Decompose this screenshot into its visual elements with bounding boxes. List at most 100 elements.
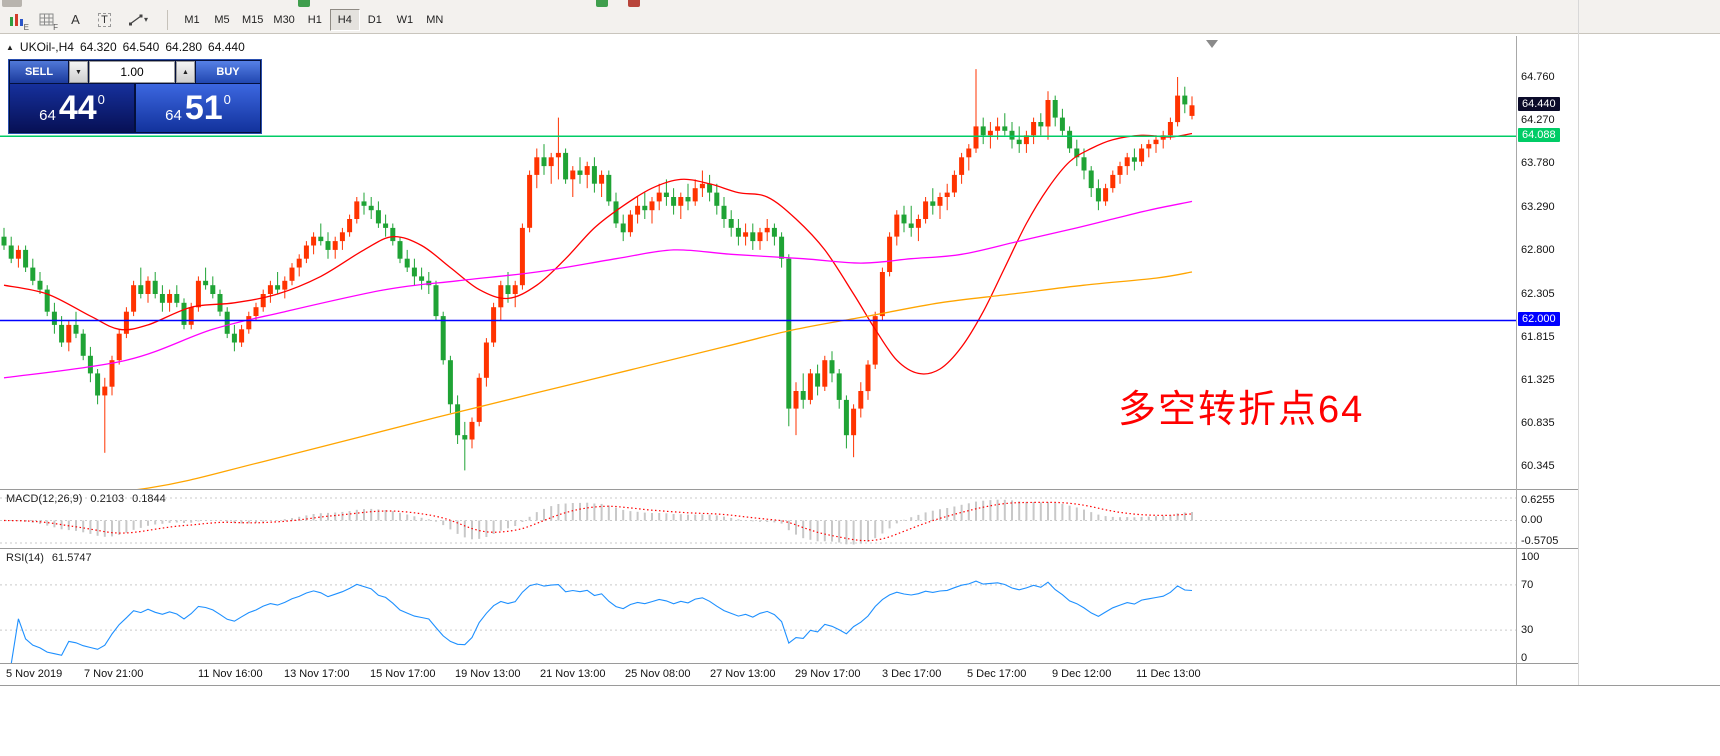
candle-body <box>483 342 489 378</box>
macd-signal-line <box>3 501 1193 542</box>
candle-body <box>527 174 533 228</box>
price-axis-label: 61.325 <box>1521 374 1555 386</box>
buy-button[interactable]: BUY <box>196 61 260 83</box>
tf-button-M1[interactable]: M1 <box>184 13 200 26</box>
tf-button-H4[interactable]: H4 <box>329 8 360 31</box>
candle-body <box>1167 122 1173 136</box>
candle-body <box>620 223 626 233</box>
bottom-divider <box>0 685 1720 687</box>
chevron-down-icon: ▾ <box>143 15 148 24</box>
rsi-line <box>10 580 1193 665</box>
tf-button-M15[interactable]: M15 <box>242 13 264 26</box>
candle-body <box>1074 148 1080 158</box>
ma-line-fast <box>3 132 1193 375</box>
candle-body <box>1059 117 1065 131</box>
candle-body <box>721 205 727 219</box>
candle-body <box>743 232 749 237</box>
text-tool-button[interactable]: T <box>91 8 118 31</box>
candle-body <box>73 324 79 334</box>
candle-body <box>339 232 345 242</box>
grid-icon <box>39 13 53 25</box>
volume-increase-button[interactable]: ▲ <box>176 61 195 83</box>
candle-body <box>908 223 914 228</box>
ma-line-slow <box>128 271 1193 490</box>
volume-input[interactable] <box>89 61 175 83</box>
time-axis-label: 11 Dec 13:00 <box>1136 668 1201 680</box>
price-axis-label: 61.815 <box>1521 331 1555 343</box>
panel-separator-macd[interactable] <box>0 489 1578 491</box>
candle-body <box>239 329 245 343</box>
candle-body <box>188 307 194 325</box>
candle-body <box>750 232 756 242</box>
candle-body <box>642 205 648 211</box>
toolbar-fragment <box>298 0 310 7</box>
cursor-tool-button[interactable]: A <box>62 8 89 31</box>
candle-body <box>779 236 785 259</box>
trade-panel-toggle[interactable]: ▲ <box>6 42 14 52</box>
tf-button-D1[interactable]: D1 <box>367 13 382 26</box>
sell-price-button[interactable]: 64 44 0 <box>10 84 134 132</box>
candle-body <box>1110 174 1116 189</box>
time-axis-label: 21 Nov 13:00 <box>540 668 606 680</box>
candle-body <box>735 227 741 237</box>
candle-body <box>1031 122 1037 136</box>
price-axis-label: 62.800 <box>1521 244 1555 256</box>
one-click-trade-panel: SELL ▼ ▲ BUY 64 44 0 64 51 0 <box>8 59 262 134</box>
tf-button-H1[interactable]: H1 <box>307 13 322 26</box>
candle-body <box>318 236 324 242</box>
price-axis-label: 62.305 <box>1521 288 1555 300</box>
indicators-button[interactable]: E <box>4 8 31 32</box>
buy-price-head: 64 <box>165 106 182 124</box>
draw-tool-button[interactable]: ▾ <box>120 8 156 31</box>
candle-body <box>397 241 403 259</box>
candle-body <box>332 241 338 250</box>
candle-body <box>563 152 569 180</box>
candle-body <box>807 373 813 400</box>
grid-button[interactable]: F <box>33 8 60 32</box>
timeframe-buttons: M1 M5 M15 M30 H1 H4 D1 W1 MN <box>177 8 450 31</box>
text-tool-icon: T <box>98 12 111 27</box>
rsi-name: RSI(14) <box>6 552 44 564</box>
candle-body <box>685 197 691 202</box>
candle-body <box>858 391 864 409</box>
candle-body <box>1189 105 1195 116</box>
time-axis[interactable]: 5 Nov 2019 7 Nov 21:00 11 Nov 16:00 13 Nov … <box>0 665 1516 685</box>
price-axis-label: 64.760 <box>1521 71 1555 83</box>
candle-body <box>116 333 122 361</box>
volume-down-icon: ▼ <box>75 68 82 76</box>
candle-body <box>995 126 1001 131</box>
candle-body <box>519 227 525 286</box>
candle-body <box>109 360 115 387</box>
panel-separator-rsi[interactable] <box>0 548 1578 550</box>
price-axis[interactable]: 64.760 64.270 63.780 63.290 62.800 62.305 61.8… <box>1517 0 1578 686</box>
tf-button-M5[interactable]: M5 <box>214 13 230 26</box>
buy-price-button[interactable]: 64 51 0 <box>136 84 260 132</box>
macd-histogram <box>10 499 1193 545</box>
candle-body <box>51 311 57 325</box>
tf-button-M30[interactable]: M30 <box>273 13 295 26</box>
candle-body <box>282 280 288 290</box>
sell-button[interactable]: SELL <box>10 61 68 83</box>
time-axis-label: 9 Dec 12:00 <box>1052 668 1112 680</box>
chart-canvas[interactable] <box>0 0 1578 690</box>
candle-body <box>390 227 396 242</box>
candle-body <box>879 272 885 317</box>
volume-decrease-button[interactable]: ▼ <box>69 61 88 83</box>
candle-body <box>354 201 360 219</box>
candle-body <box>671 197 677 206</box>
toolbar-fragment <box>628 0 640 7</box>
candle-body <box>534 157 540 175</box>
candle-body <box>764 227 770 233</box>
window-right-edge <box>1578 0 1579 686</box>
candle-body <box>476 377 482 422</box>
price-axis-divider <box>1516 36 1517 686</box>
candle-body <box>1146 144 1152 149</box>
macd-signal-value: 0.1844 <box>132 493 166 505</box>
candle-body <box>728 219 734 228</box>
candle-body <box>498 285 504 308</box>
candle-body <box>1038 122 1044 127</box>
candle-body <box>433 285 439 317</box>
tf-button-MN[interactable]: MN <box>426 13 444 26</box>
tf-button-W1[interactable]: W1 <box>396 13 414 26</box>
candle-body <box>829 360 835 374</box>
